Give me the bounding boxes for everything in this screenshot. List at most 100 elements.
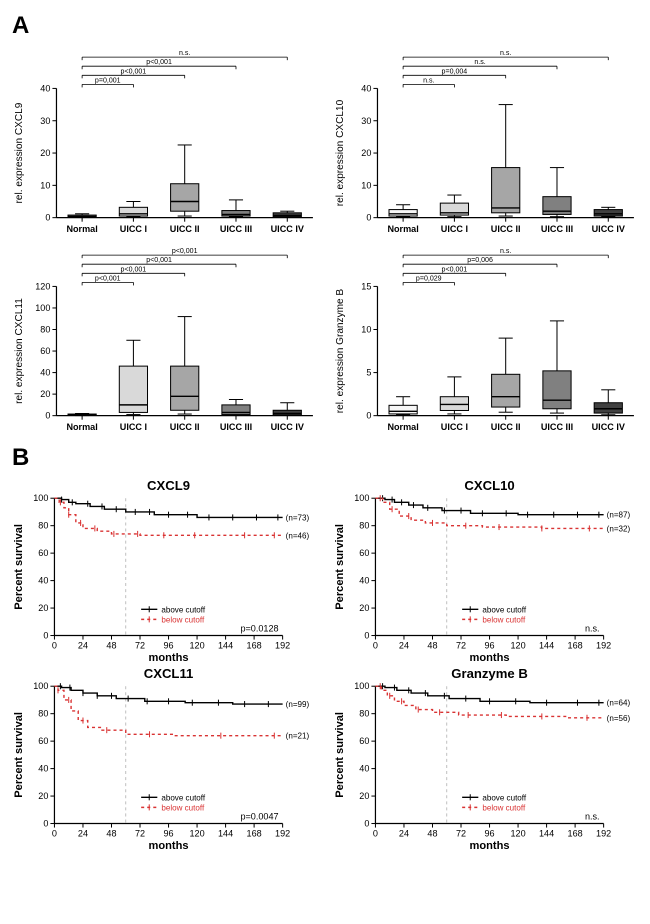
boxplot-1: 010203040rel. expression CXCL10NormalUIC…: [329, 44, 642, 242]
svg-text:above cutoff: above cutoff: [161, 605, 206, 614]
svg-text:UICC III: UICC III: [220, 422, 252, 432]
svg-text:20: 20: [40, 148, 50, 158]
svg-text:0: 0: [364, 818, 369, 828]
svg-text:24: 24: [399, 640, 409, 650]
svg-text:96: 96: [163, 640, 173, 650]
svg-text:24: 24: [78, 640, 88, 650]
svg-text:rel. expression CXCL10: rel. expression CXCL10: [335, 99, 346, 206]
svg-text:months: months: [470, 839, 510, 851]
panel-a: 0 10 20 30 40 rel. expression CXCL9 Normal UICC…: [8, 44, 642, 440]
svg-text:72: 72: [135, 828, 145, 838]
svg-text:UICC III: UICC III: [220, 224, 252, 234]
svg-text:48: 48: [106, 640, 116, 650]
svg-text:(n=64): (n=64): [607, 698, 631, 707]
svg-text:0: 0: [43, 630, 48, 640]
svg-text:p<0,001: p<0,001: [172, 248, 198, 255]
svg-text:Normal: Normal: [387, 422, 418, 432]
svg-text:UICC IV: UICC IV: [592, 422, 625, 432]
svg-text:p=0,029: p=0,029: [416, 275, 442, 282]
svg-text:20: 20: [38, 603, 48, 613]
svg-text:UICC I: UICC I: [120, 422, 147, 432]
svg-text:p<0,001: p<0,001: [121, 68, 147, 75]
svg-text:60: 60: [40, 346, 50, 356]
svg-text:Normal: Normal: [387, 224, 418, 234]
svg-text:above cutoff: above cutoff: [161, 793, 206, 802]
km-plot-0: 020406080100024487296120144168192Percent…: [8, 476, 321, 664]
svg-text:(n=87): (n=87): [607, 511, 631, 520]
svg-text:months: months: [470, 652, 510, 664]
svg-text:(n=32): (n=32): [607, 524, 631, 533]
svg-text:192: 192: [596, 640, 611, 650]
svg-text:n.s.: n.s.: [500, 248, 511, 255]
svg-text:above cutoff: above cutoff: [482, 605, 527, 614]
svg-text:rel. expression Granzyme B: rel. expression Granzyme B: [335, 288, 346, 413]
svg-text:p=0.0128: p=0.0128: [240, 623, 278, 633]
svg-text:168: 168: [568, 640, 583, 650]
svg-text:Percent survival: Percent survival: [334, 524, 346, 610]
svg-text:20: 20: [359, 791, 369, 801]
svg-text:0: 0: [373, 640, 378, 650]
svg-text:n.s.: n.s.: [423, 77, 434, 84]
svg-text:168: 168: [568, 828, 583, 838]
svg-text:20: 20: [38, 791, 48, 801]
svg-text:40: 40: [359, 575, 369, 585]
svg-text:20: 20: [40, 389, 50, 399]
svg-text:0: 0: [52, 640, 57, 650]
svg-text:below cutoff: below cutoff: [161, 615, 205, 624]
svg-text:UICC II: UICC II: [170, 224, 200, 234]
svg-text:60: 60: [38, 548, 48, 558]
svg-text:0: 0: [373, 828, 378, 838]
svg-text:120: 120: [35, 281, 50, 291]
svg-text:80: 80: [38, 708, 48, 718]
svg-text:72: 72: [456, 828, 466, 838]
svg-text:rel. expression CXCL9: rel. expression CXCL9: [14, 102, 25, 203]
svg-text:192: 192: [596, 828, 611, 838]
svg-text:UICC I: UICC I: [441, 422, 468, 432]
svg-text:months: months: [149, 652, 189, 664]
svg-text:UICC III: UICC III: [541, 422, 573, 432]
svg-text:UICC II: UICC II: [491, 422, 521, 432]
svg-text:40: 40: [38, 575, 48, 585]
svg-text:15: 15: [361, 281, 371, 291]
svg-text:100: 100: [35, 303, 50, 313]
svg-text:40: 40: [361, 83, 371, 93]
svg-text:(n=56): (n=56): [607, 713, 631, 722]
svg-text:UICC IV: UICC IV: [271, 422, 304, 432]
svg-text:n.s.: n.s.: [500, 50, 511, 57]
svg-text:below cutoff: below cutoff: [482, 803, 526, 812]
svg-text:UICC I: UICC I: [120, 224, 147, 234]
svg-text:100: 100: [33, 681, 48, 691]
svg-text:0: 0: [366, 213, 371, 223]
svg-text:80: 80: [359, 520, 369, 530]
figure-container: A 010203040rel. expression CXCL9NormalUI…: [0, 0, 650, 859]
km-plot-2: 020406080100024487296120144168192Percent…: [8, 664, 321, 852]
svg-text:UICC I: UICC I: [441, 224, 468, 234]
svg-text:p<0,001: p<0,001: [95, 275, 121, 282]
svg-text:n.s.: n.s.: [585, 811, 600, 821]
svg-text:CXCL11: CXCL11: [144, 666, 194, 681]
svg-text:120: 120: [510, 640, 525, 650]
km-plot-3: 020406080100024487296120144168192Percent…: [329, 664, 642, 852]
svg-text:rel. expression CXCL11: rel. expression CXCL11: [14, 298, 25, 404]
svg-text:20: 20: [359, 603, 369, 613]
boxplot-3: 051015rel. expression Granzyme BNormalUI…: [329, 242, 642, 440]
boxplot-2: 020406080100120rel. expression CXCL11Nor…: [8, 242, 321, 440]
svg-text:192: 192: [275, 828, 290, 838]
svg-text:UICC II: UICC II: [170, 422, 200, 432]
svg-text:192: 192: [275, 640, 290, 650]
svg-text:Normal: Normal: [66, 422, 97, 432]
svg-text:below cutoff: below cutoff: [482, 615, 526, 624]
svg-text:n.s.: n.s.: [179, 50, 190, 57]
panel-b: 020406080100024487296120144168192Percent…: [8, 476, 642, 852]
svg-text:48: 48: [106, 828, 116, 838]
svg-text:p=0,006: p=0,006: [467, 257, 493, 264]
svg-text:p<0,001: p<0,001: [442, 266, 468, 273]
svg-text:p=0.0047: p=0.0047: [240, 811, 278, 821]
svg-text:30: 30: [361, 116, 371, 126]
svg-text:48: 48: [427, 640, 437, 650]
svg-text:0: 0: [366, 411, 371, 421]
svg-text:168: 168: [247, 828, 262, 838]
svg-text:30: 30: [40, 116, 50, 126]
svg-text:10: 10: [361, 324, 371, 334]
svg-text:100: 100: [33, 493, 48, 503]
